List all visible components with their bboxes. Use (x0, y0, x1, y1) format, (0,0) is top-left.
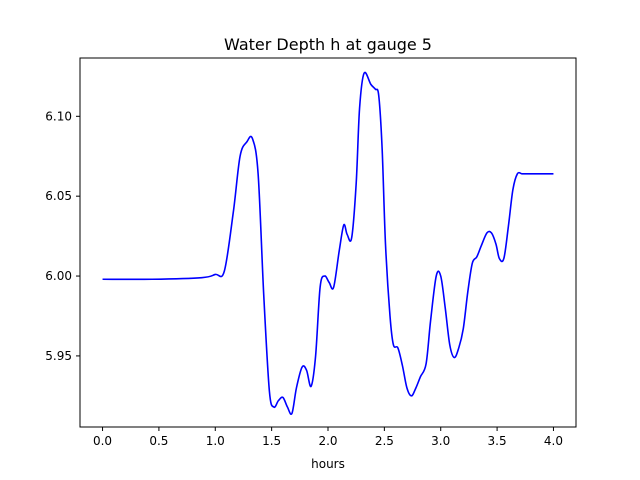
x-tick-label: 4.0 (544, 434, 563, 448)
x-tick-label: 2.0 (318, 434, 337, 448)
series-layer (102, 71, 554, 415)
x-tick-label: 3.5 (488, 434, 507, 448)
series-line (102, 71, 554, 415)
chart-title: Water Depth h at gauge 5 (224, 35, 432, 54)
x-axis-ticks: 0.0 0.5 1.0 1.5 2.0 2.5 3.0 3.5 4.0 (93, 427, 563, 448)
x-tick-label: 1.5 (262, 434, 281, 448)
y-tick-label: 5.95 (45, 349, 72, 363)
x-tick-label: 3.0 (431, 434, 450, 448)
x-tick-label: 0.5 (149, 434, 168, 448)
x-axis-label: hours (311, 457, 345, 471)
y-axis-ticks: 5.95 6.00 6.05 6.10 (45, 109, 80, 363)
y-tick-label: 6.00 (45, 269, 72, 283)
x-tick-label: 2.5 (375, 434, 394, 448)
y-tick-label: 6.10 (45, 109, 72, 123)
y-tick-label: 6.05 (45, 189, 72, 203)
plot-frame (79, 57, 577, 428)
x-tick-label: 0.0 (93, 434, 112, 448)
x-tick-label: 1.0 (206, 434, 225, 448)
